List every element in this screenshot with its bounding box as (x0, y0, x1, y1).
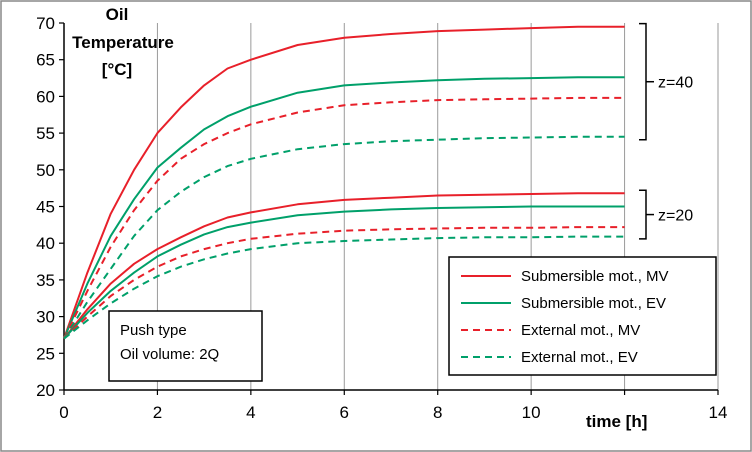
series-lines (63, 25, 625, 340)
x-tick-label: 6 (340, 403, 349, 422)
note-box-frame (108, 310, 263, 382)
legend-label-3: External mot., MV (521, 322, 640, 339)
note-line-1: Push type (120, 322, 187, 339)
y-tick-label: 20 (36, 381, 55, 400)
group-brackets: z=40 z=20 (639, 22, 693, 240)
y-axis-label: Oil Temperature [°C] (72, 5, 174, 79)
legend-label-4: External mot., EV (521, 349, 638, 366)
series-line-7 (63, 226, 625, 340)
x-tick-label: 4 (246, 403, 255, 422)
y-tick-label: 70 (36, 14, 55, 33)
y-tick-label: 65 (36, 51, 55, 70)
y-axis-label-line-1: Oil (106, 5, 129, 24)
x-tick-label: 10 (522, 403, 541, 422)
x-axis-label: time [h] (586, 412, 647, 431)
x-tick-label: 14 (709, 403, 728, 422)
series-line-3 (63, 96, 625, 340)
y-tick-label: 55 (36, 124, 55, 143)
y-tick-labels: 20 25 30 35 40 45 50 55 60 65 70 (36, 14, 55, 400)
legend-label-1: Submersible mot., MV (521, 268, 669, 285)
x-tick-label: 0 (59, 403, 68, 422)
y-tick-label: 25 (36, 344, 55, 363)
x-tick-labels: 0 2 4 6 8 10 14 (59, 403, 727, 422)
legend-label-2: Submersible mot., EV (521, 295, 666, 312)
axes (59, 22, 719, 395)
group-label-1: z=40 (658, 75, 693, 92)
y-tick-label: 40 (36, 234, 55, 253)
y-tick-label: 35 (36, 271, 55, 290)
y-axis-label-line-2: Temperature (72, 33, 174, 52)
x-tick-label: 8 (433, 403, 442, 422)
group-label-2: z=20 (658, 208, 693, 225)
y-tick-label: 50 (36, 161, 55, 180)
series-line-2 (63, 76, 625, 339)
series-line-5 (63, 192, 625, 340)
note-box: Push type Oil volume: 2Q (108, 310, 263, 382)
series-line-4 (63, 135, 625, 340)
series-line-1 (63, 25, 625, 339)
legend: Submersible mot., MV Submersible mot., EV… (448, 256, 717, 376)
y-tick-label: 30 (36, 308, 55, 327)
y-tick-label: 45 (36, 198, 55, 217)
x-tick-label: 2 (153, 403, 162, 422)
series-line-8 (63, 235, 625, 340)
y-tick-label: 60 (36, 87, 55, 106)
note-line-2: Oil volume: 2Q (120, 346, 219, 363)
y-axis-label-line-3: [°C] (102, 60, 132, 79)
series-line-6 (63, 205, 625, 340)
